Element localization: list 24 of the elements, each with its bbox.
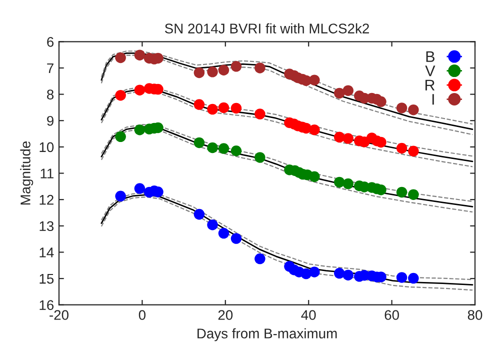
x-tick-label: 80	[468, 310, 482, 320]
x-tick-label: -20	[50, 310, 68, 320]
legend-label: I	[432, 94, 434, 105]
y-tick-label: 7	[47, 63, 54, 74]
y-tick-label: 16	[40, 300, 54, 310]
y-tick-label: 8	[47, 90, 54, 100]
x-axis-title: Days from B-maximum	[198, 328, 337, 342]
x-tick-label: 40	[301, 310, 316, 320]
y-tick-label: 15	[40, 274, 54, 284]
y-tick-label: 14	[40, 248, 54, 258]
x-tick-label: 20	[218, 310, 233, 320]
y-tick-label: 11	[40, 168, 54, 178]
y-axis-title: Magnitude	[20, 141, 34, 205]
y-tick-label: 6	[47, 36, 54, 47]
x-tick-label: 0	[138, 310, 146, 320]
x-tick-label: 60	[384, 310, 399, 320]
legend-label: R	[426, 80, 435, 90]
legend-label: B	[426, 51, 434, 62]
y-tick-label: 13	[40, 221, 54, 232]
y-tick-label: 9	[47, 116, 54, 126]
legend-label: V	[425, 66, 436, 76]
y-tick-label: 10	[40, 142, 54, 152]
chart-title: SN 2014J BVRI fit with MLCS2k2	[164, 23, 369, 34]
y-tick-label: 12	[40, 194, 54, 205]
